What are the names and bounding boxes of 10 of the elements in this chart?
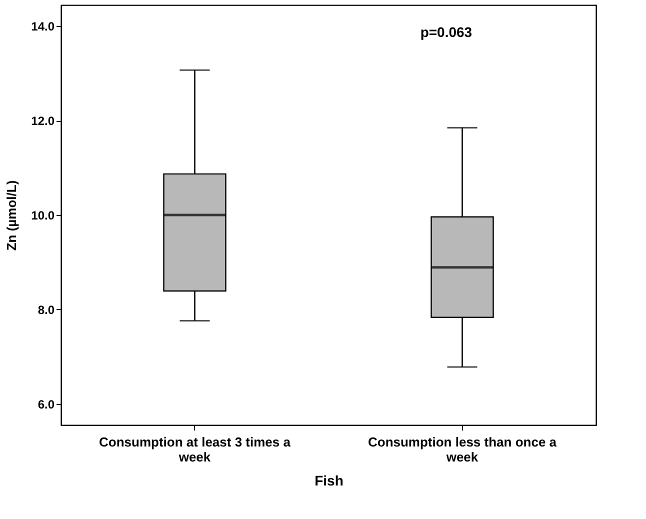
y-axis-title: Zn (µmol/L) bbox=[4, 180, 20, 251]
y-tick-label: 6.0 bbox=[38, 397, 55, 412]
annotation: p=0.063 bbox=[420, 24, 472, 40]
y-tick-label: 10.0 bbox=[31, 208, 55, 222]
y-tick-label: 12.0 bbox=[31, 114, 55, 128]
y-tick-label: 8.0 bbox=[38, 302, 55, 317]
x-axis-title: Fish bbox=[314, 472, 344, 488]
y-tick-label: 14.0 bbox=[31, 20, 55, 34]
x-tick-label: Consumption less than once a week bbox=[368, 434, 558, 464]
x-tick-label: Consumption at least 3 times a week bbox=[99, 434, 292, 464]
